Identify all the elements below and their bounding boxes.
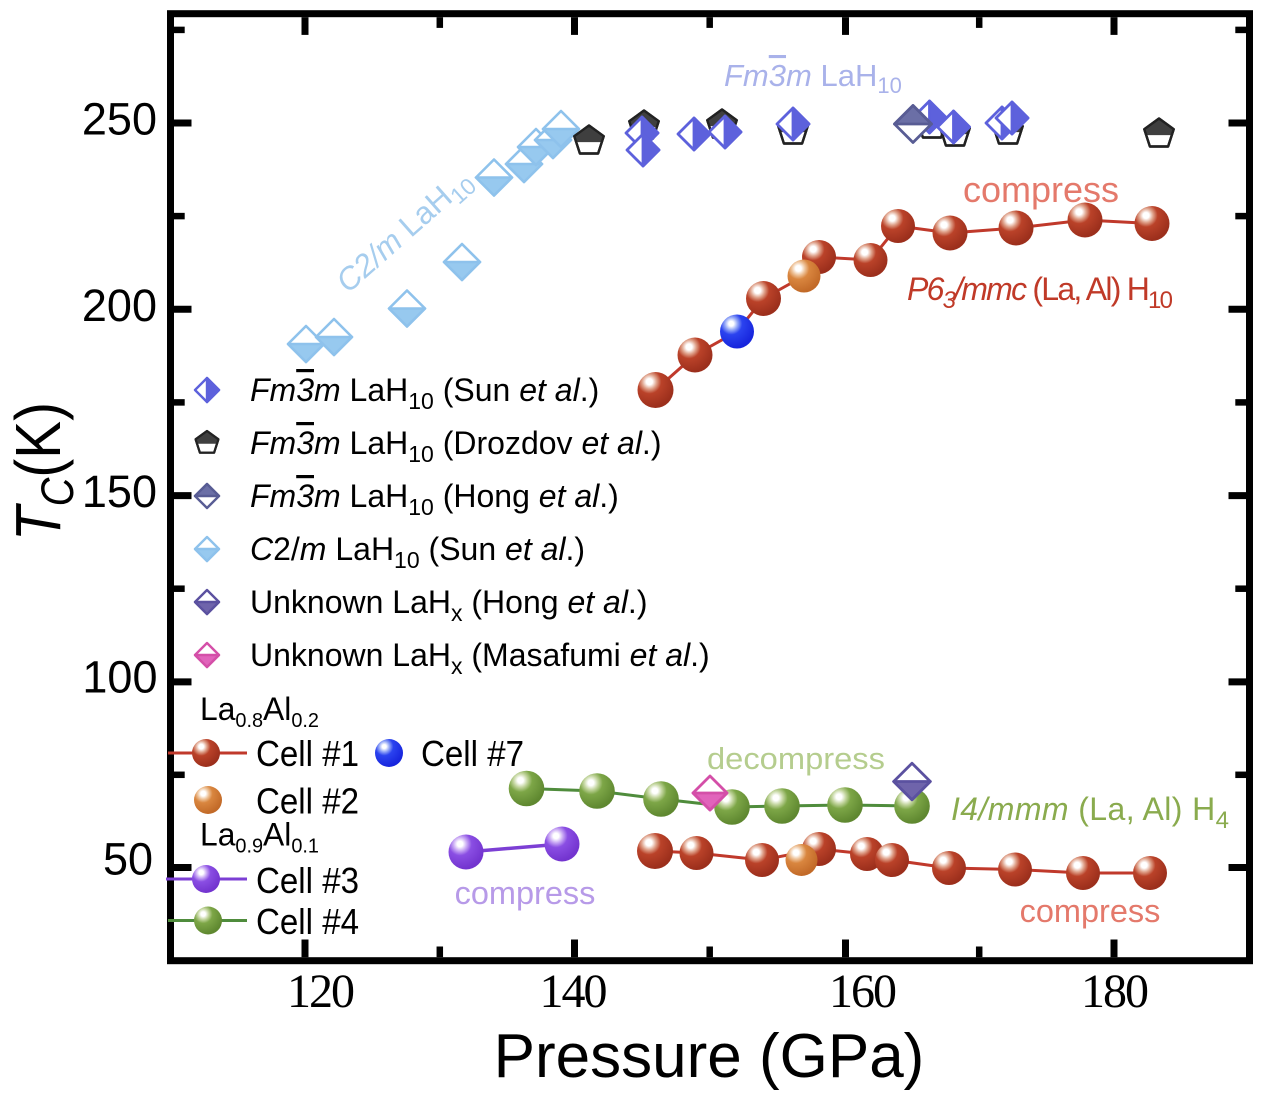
svg-text:Fm3m LaH10 (Sun et al.): Fm3m LaH10 (Sun et al.) <box>250 372 599 414</box>
svg-text:Cell #1: Cell #1 <box>256 733 359 774</box>
svg-text:Fm3m LaH10: Fm3m LaH10 <box>724 58 902 98</box>
svg-text:P63/mmc (La, Al) H10: P63/mmc (La, Al) H10 <box>907 271 1173 314</box>
svg-text:Unknown LaHx (Hong et al.): Unknown LaHx (Hong et al.) <box>250 584 647 626</box>
svg-text:100: 100 <box>82 652 157 703</box>
svg-text:Cell #2: Cell #2 <box>256 781 359 822</box>
svg-text:120: 120 <box>287 965 354 1018</box>
svg-text:Cell #7: Cell #7 <box>421 733 524 774</box>
svg-text:200: 200 <box>82 280 157 331</box>
svg-text:Fm3m LaH10 (Hong et al.): Fm3m LaH10 (Hong et al.) <box>250 478 619 520</box>
svg-text:180: 180 <box>1081 965 1148 1018</box>
svg-text:160: 160 <box>829 965 896 1018</box>
svg-text:140: 140 <box>540 965 607 1018</box>
svg-text:C2/m LaH10: C2/m LaH10 <box>329 161 482 303</box>
svg-text:250: 250 <box>82 94 157 145</box>
svg-text:Unknown LaHx (Masafumi et al.): Unknown LaHx (Masafumi et al.) <box>250 637 710 679</box>
svg-text:TC(K): TC(K) <box>2 402 83 541</box>
svg-text:compress: compress <box>1020 893 1161 929</box>
svg-text:La0.9Al0.1: La0.9Al0.1 <box>200 817 319 858</box>
svg-text:Cell #3: Cell #3 <box>256 860 359 901</box>
svg-text:compress: compress <box>963 169 1119 210</box>
svg-text:compress: compress <box>455 875 596 911</box>
svg-text:50: 50 <box>103 834 153 885</box>
svg-text:Cell #4: Cell #4 <box>256 901 359 942</box>
svg-text:La0.8Al0.2: La0.8Al0.2 <box>200 691 319 732</box>
svg-text:Pressure (GPa): Pressure (GPa) <box>494 1022 925 1091</box>
svg-text:Fm3m LaH10 (Drozdov et al.): Fm3m LaH10 (Drozdov et al.) <box>250 425 661 467</box>
svg-text:150: 150 <box>82 466 157 517</box>
svg-text:decompress: decompress <box>707 742 885 776</box>
svg-text:I4/mmm (La, Al) H4: I4/mmm (La, Al) H4 <box>951 791 1229 834</box>
svg-text:C2/m LaH10 (Sun et al.): C2/m LaH10 (Sun et al.) <box>250 531 585 573</box>
